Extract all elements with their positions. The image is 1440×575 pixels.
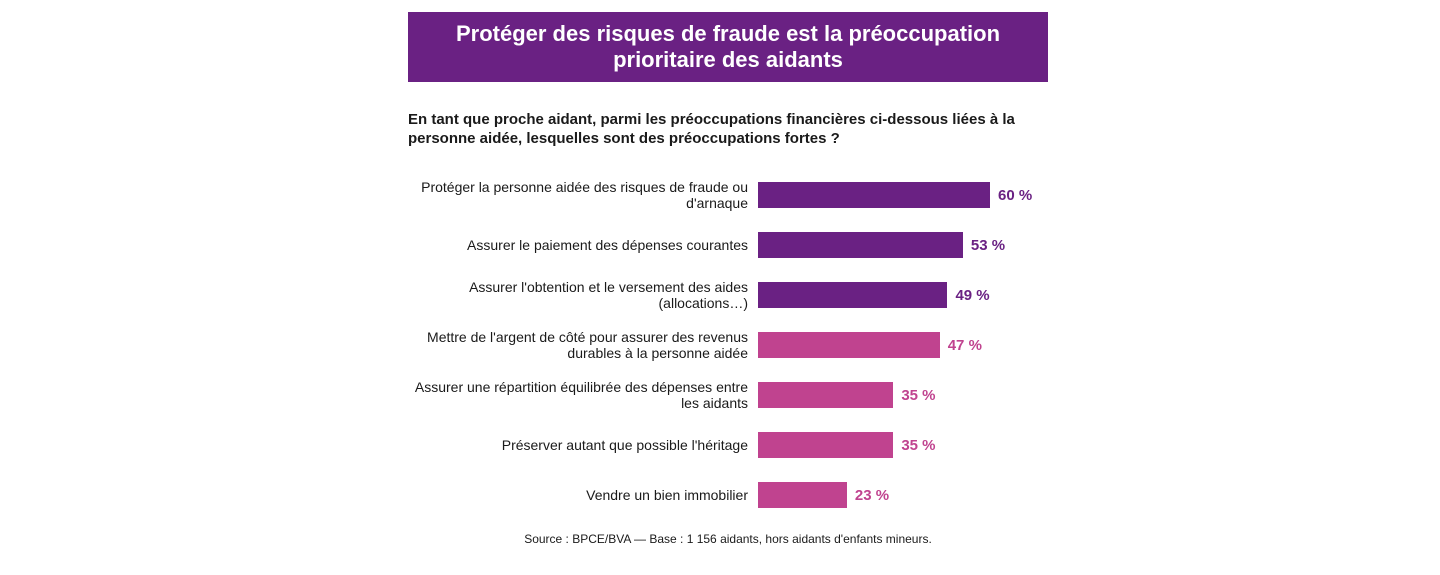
bar [758, 482, 847, 508]
bar-wrap: 23 % [758, 482, 1048, 508]
bar [758, 182, 990, 208]
bar-wrap: 49 % [758, 282, 1048, 308]
bar-row: Vendre un bien immobilier 23 % [408, 470, 1048, 520]
chart-subtitle: En tant que proche aidant, parmi les pré… [408, 110, 1048, 148]
bar [758, 432, 893, 458]
bar-value: 47 % [948, 337, 982, 354]
bar-wrap: 35 % [758, 432, 1048, 458]
bar-wrap: 47 % [758, 332, 1048, 358]
bar-label: Assurer l'obtention et le versement des … [408, 279, 758, 311]
bar-value: 23 % [855, 487, 889, 504]
bar-value: 53 % [971, 237, 1005, 254]
bar-row: Préserver autant que possible l'héritage… [408, 420, 1048, 470]
bar [758, 382, 893, 408]
bar-row: Assurer une répartition équilibrée des d… [408, 370, 1048, 420]
chart-header: Protéger des risques de fraude est la pr… [408, 12, 1048, 82]
bar-wrap: 35 % [758, 382, 1048, 408]
bar [758, 332, 940, 358]
bar-row: Mettre de l'argent de côté pour assurer … [408, 320, 1048, 370]
bar-label: Protéger la personne aidée des risques d… [408, 179, 758, 211]
bar [758, 232, 963, 258]
bar-value: 35 % [901, 437, 935, 454]
bar-label: Assurer le paiement des dépenses courant… [408, 237, 758, 253]
bar-label: Assurer une répartition équilibrée des d… [408, 379, 758, 411]
bar-label: Vendre un bien immobilier [408, 487, 758, 503]
bar-chart: Protéger la personne aidée des risques d… [408, 170, 1048, 520]
bar-label: Mettre de l'argent de côté pour assurer … [408, 329, 758, 361]
bar-row: Protéger la personne aidée des risques d… [408, 170, 1048, 220]
bar [758, 282, 947, 308]
bar-row: Assurer l'obtention et le versement des … [408, 270, 1048, 320]
bar-wrap: 53 % [758, 232, 1048, 258]
bar-row: Assurer le paiement des dépenses courant… [408, 220, 1048, 270]
bar-value: 49 % [955, 287, 989, 304]
chart-title: Protéger des risques de fraude est la pr… [432, 21, 1024, 73]
bar-value: 60 % [998, 187, 1032, 204]
bar-value: 35 % [901, 387, 935, 404]
bar-wrap: 60 % [758, 182, 1048, 208]
chart-source: Source : BPCE/BVA — Base : 1 156 aidants… [408, 532, 1048, 546]
bar-label: Préserver autant que possible l'héritage [408, 437, 758, 453]
